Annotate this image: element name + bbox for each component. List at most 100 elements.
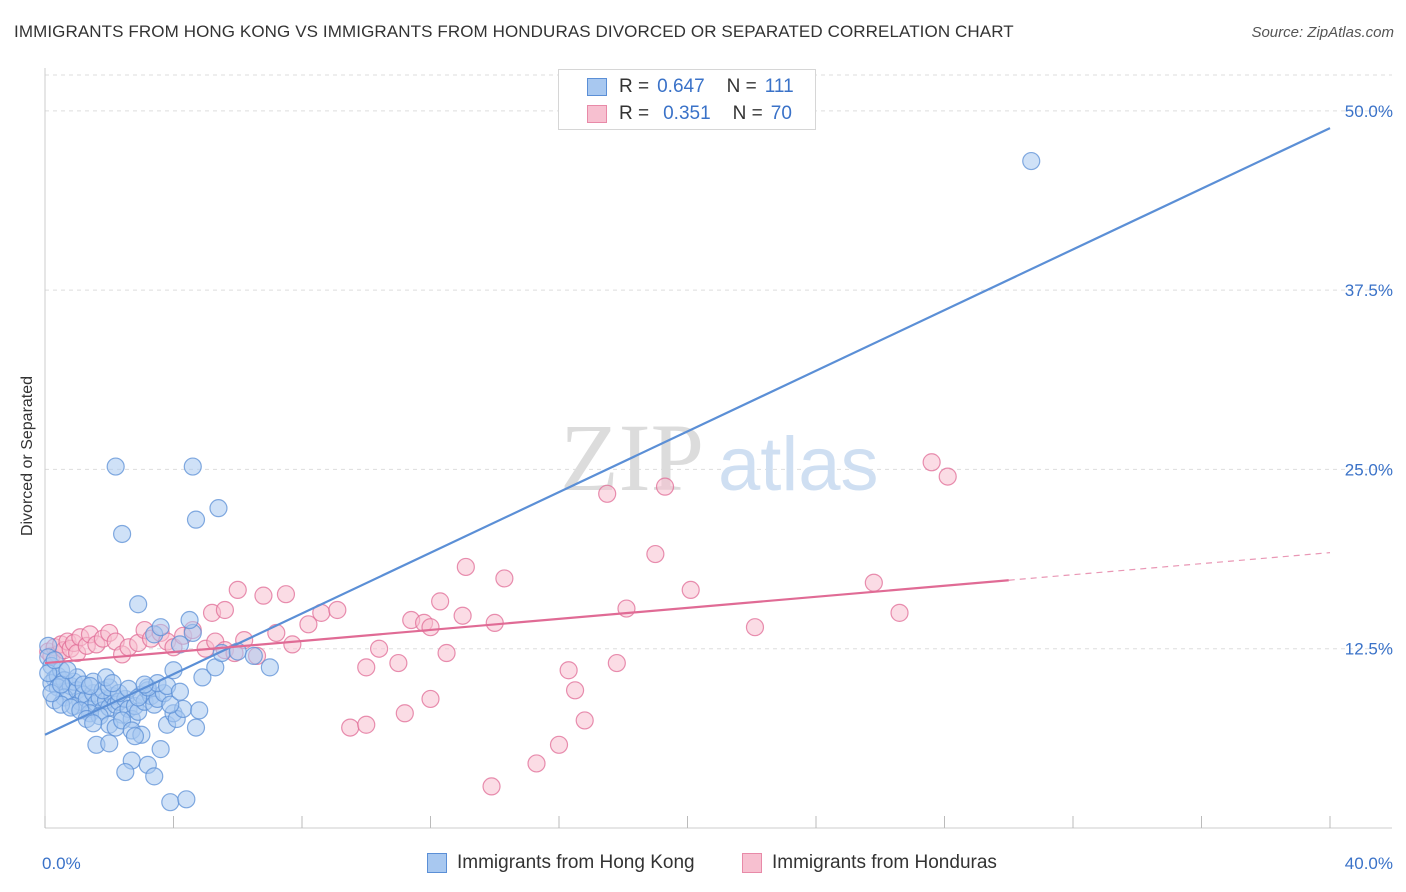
data-point — [80, 676, 100, 696]
legend-swatch-hong-kong — [587, 78, 607, 96]
legend-n-value: 111 — [764, 76, 794, 97]
trend-line — [44, 127, 1331, 736]
data-point — [646, 544, 665, 564]
legend-r-value: 0.647 — [657, 76, 705, 97]
x-tick-label: 40.0% — [1345, 854, 1393, 873]
legend-label-hong-kong: Immigrants from Hong Kong — [457, 852, 695, 873]
y-tick-label: 25.0% — [1345, 460, 1393, 479]
data-point — [1022, 151, 1041, 171]
data-point — [177, 790, 196, 809]
data-point — [357, 715, 376, 734]
data-point — [151, 618, 170, 637]
data-point — [328, 600, 347, 620]
data-point — [186, 718, 206, 737]
data-point — [437, 643, 456, 663]
data-point — [482, 777, 501, 796]
axes — [44, 68, 1392, 829]
data-point — [681, 580, 700, 600]
data-point — [598, 484, 617, 503]
data-point — [655, 477, 675, 496]
legend-r-value: 0.351 — [663, 103, 711, 124]
data-point — [299, 615, 318, 634]
data-point — [260, 658, 279, 677]
data-point — [559, 661, 578, 680]
source-label: Source: ZipAtlas.com — [1251, 24, 1394, 41]
data-point — [190, 701, 209, 720]
data-point — [244, 646, 263, 665]
stats-legend: R = 0.647 N = 111 R = 0.351 N = 70 — [558, 69, 816, 130]
data-point — [161, 793, 180, 812]
legend-swatch-honduras — [742, 853, 762, 873]
data-point — [45, 651, 64, 670]
data-point — [161, 695, 180, 714]
legend-r-label: R = — [619, 103, 650, 124]
data-point — [421, 618, 440, 637]
data-points — [39, 151, 1041, 812]
y-tick-label: 37.5% — [1345, 281, 1393, 300]
legend-item-honduras: Immigrants from Honduras — [742, 852, 997, 874]
trend-line-extension — [1008, 552, 1331, 581]
data-point — [100, 734, 119, 753]
data-point — [341, 718, 360, 737]
data-point — [395, 704, 414, 723]
data-point — [938, 467, 957, 486]
gridlines — [45, 74, 1392, 650]
x-tick-label: 0.0% — [42, 854, 81, 873]
data-point — [215, 600, 234, 620]
data-point — [209, 499, 228, 518]
data-point — [864, 573, 883, 592]
legend-n-label: N = — [732, 103, 763, 124]
data-point — [527, 754, 546, 773]
data-point — [228, 580, 247, 600]
data-point — [145, 767, 164, 786]
data-point — [276, 585, 296, 604]
legend-r-label: R = — [619, 76, 650, 97]
data-point — [193, 668, 212, 687]
data-point — [183, 457, 202, 476]
data-point — [129, 595, 148, 614]
data-point — [389, 653, 408, 673]
legend-swatch-hong-kong — [427, 853, 447, 873]
data-point — [170, 682, 190, 701]
data-point — [254, 586, 273, 605]
data-point — [370, 639, 389, 658]
trend-line — [44, 579, 1009, 665]
y-tick-label: 12.5% — [1345, 640, 1393, 659]
data-point — [84, 714, 103, 733]
data-point — [565, 681, 585, 700]
data-point — [922, 453, 941, 472]
data-point — [106, 457, 125, 476]
data-point — [116, 762, 135, 782]
legend-label-honduras: Immigrants from Honduras — [772, 852, 997, 873]
legend-swatch-honduras — [587, 105, 607, 123]
data-point — [453, 606, 472, 625]
data-point — [607, 653, 626, 673]
legend-row-hong-kong: R = 0.647 N = 111 — [587, 74, 794, 100]
data-point — [186, 510, 206, 529]
data-point — [125, 727, 145, 746]
data-point — [283, 635, 302, 654]
data-point — [575, 711, 594, 730]
data-point — [151, 740, 170, 759]
data-point — [456, 557, 475, 577]
data-point — [267, 623, 286, 643]
data-point — [431, 592, 450, 611]
tick-labels: 12.5% 25.0% 37.5% 50.0% 0.0% 40.0% — [42, 102, 1393, 873]
data-point — [745, 618, 765, 637]
watermark-atlas: atlas — [718, 422, 879, 507]
data-point — [58, 661, 77, 680]
chart-title: IMMIGRANTS FROM HONG KONG VS IMMIGRANTS … — [14, 22, 1014, 41]
data-point — [421, 689, 440, 709]
data-point — [495, 569, 514, 588]
data-point — [890, 603, 909, 622]
data-point — [180, 610, 199, 630]
legend-row-honduras: R = 0.351 N = 70 — [587, 101, 792, 127]
legend-n-value: 70 — [770, 103, 792, 124]
data-point — [170, 635, 190, 654]
y-tick-label: 50.0% — [1345, 102, 1393, 121]
data-point — [549, 735, 569, 754]
data-point — [357, 658, 376, 677]
legend-item-hong-kong: Immigrants from Hong Kong — [427, 852, 695, 874]
trend-lines — [44, 127, 1331, 736]
legend-n-label: N = — [726, 76, 757, 97]
